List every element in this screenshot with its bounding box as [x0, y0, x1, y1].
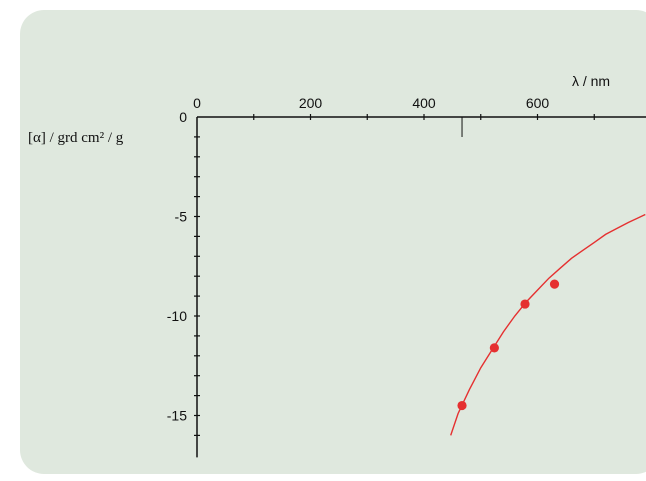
fit-curve	[450, 213, 646, 436]
y-ticks: 0 -5 -10 -15	[167, 109, 200, 436]
x-tick-label: 200	[299, 95, 323, 111]
y-tick-label: 0	[179, 109, 187, 125]
data-point	[520, 299, 530, 309]
chart-panel	[20, 10, 646, 474]
axes	[196, 116, 646, 458]
y-tick-label: -5	[175, 209, 188, 225]
x-tick-label: 600	[526, 95, 550, 111]
data-point	[549, 279, 560, 289]
x-ticks: 0 200 400 600	[193, 95, 595, 120]
data-points	[457, 279, 560, 411]
x-tick-label: 400	[412, 95, 436, 111]
data-point	[457, 400, 467, 411]
y-tick-label: -10	[167, 308, 187, 324]
data-point	[489, 343, 499, 353]
y-axis-label: [α] / grd cm² / g	[28, 130, 124, 146]
y-tick-label: -15	[167, 408, 187, 424]
x-tick-label: 0	[193, 95, 201, 111]
x-axis-label: λ / nm	[572, 73, 610, 89]
